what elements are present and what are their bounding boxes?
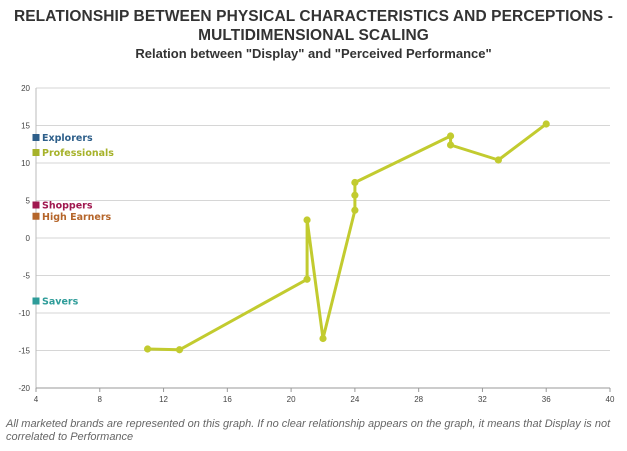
data-point [446, 141, 455, 149]
data-point [542, 120, 550, 128]
x-tick-label: 24 [350, 395, 359, 404]
segment-label: High Earners [42, 212, 112, 223]
y-tick-label: -15 [18, 347, 30, 356]
data-point [351, 206, 359, 214]
x-tick-label: 20 [287, 395, 296, 404]
x-tick-label: 40 [606, 395, 615, 404]
x-tick-label: 32 [478, 395, 487, 404]
x-tick-label: 16 [223, 395, 232, 404]
x-tick-label: 28 [414, 395, 423, 404]
segment-label: Shoppers [42, 201, 93, 212]
x-tick-label: 12 [159, 395, 168, 404]
data-point [494, 156, 502, 164]
axes [35, 88, 611, 392]
y-tick-label: 0 [26, 234, 31, 243]
segment-label: Explorers [42, 133, 93, 144]
y-tick-label: 10 [21, 159, 30, 168]
chart-title: RELATIONSHIP BETWEEN PHYSICAL CHARACTERI… [13, 8, 614, 44]
segment-label: Savers [42, 297, 79, 308]
x-tick-label: 36 [542, 395, 551, 404]
y-tick-label: 5 [26, 197, 31, 206]
x-tick-label: 4 [34, 395, 39, 404]
y-tick-label: -5 [23, 272, 31, 281]
y-tick-label: 20 [21, 84, 30, 93]
y-tick-label: 15 [21, 122, 30, 131]
data-point [303, 216, 311, 224]
segment-marker [32, 212, 40, 220]
x-tick-label: 8 [98, 395, 103, 404]
series-layer [144, 120, 550, 354]
segment-marker [32, 201, 40, 209]
data-point [319, 334, 327, 343]
grid-lines [36, 87, 610, 389]
data-point [303, 275, 311, 283]
data-point [175, 346, 184, 354]
segment-marker [32, 297, 40, 305]
y-tick-label: -10 [18, 309, 30, 318]
data-point [144, 345, 152, 353]
y-tick-label: -20 [18, 384, 30, 393]
tick-labels: -20 -15 -10 -5 0 5 10 15 20 4 8 12 16 20 24 28 32 36 40 [18, 84, 615, 404]
data-point [351, 178, 359, 187]
segment-marker [32, 149, 40, 156]
chart-subtitle: Relation between "Display" and "Perceive… [135, 46, 492, 61]
data-point [351, 191, 359, 199]
footnote: All marketed brands are represented on t… [6, 418, 611, 443]
series-line [146, 122, 548, 352]
segment-label: Professionals [42, 148, 114, 159]
segment-marker [32, 134, 40, 141]
data-point [446, 132, 455, 140]
